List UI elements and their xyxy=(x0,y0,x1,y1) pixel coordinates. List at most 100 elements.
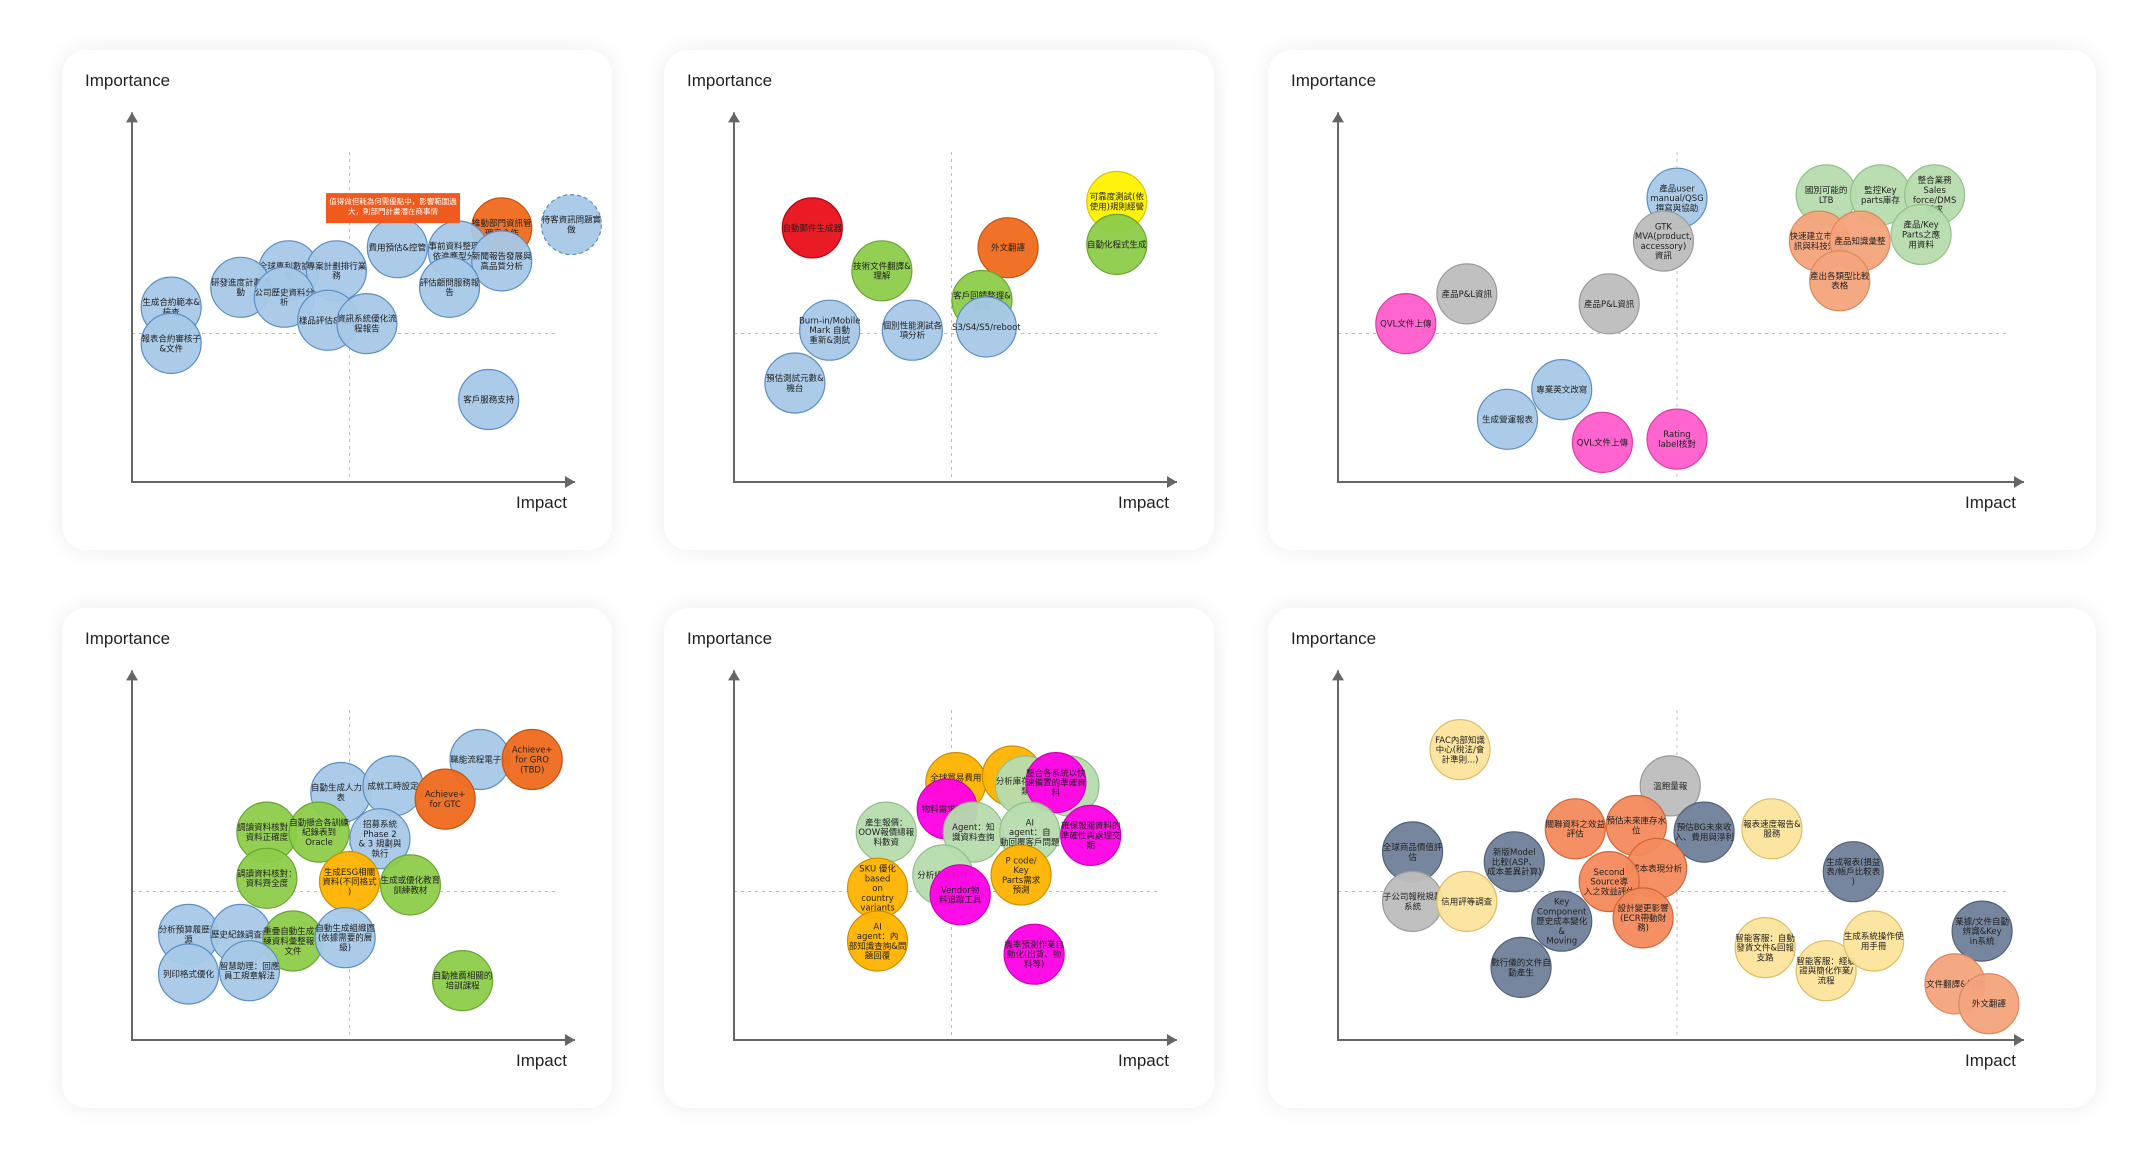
x-axis-arrow xyxy=(565,476,575,488)
bubble: Rating label核對 xyxy=(1646,408,1708,470)
bubble-circle xyxy=(1809,250,1871,312)
axes xyxy=(733,112,1177,483)
bubble: 預估測試元數&機台 xyxy=(764,352,826,414)
bubble-circle xyxy=(851,240,913,302)
bubble-circle xyxy=(1531,359,1593,421)
x-axis-arrow xyxy=(2014,476,2024,488)
bubble-circle xyxy=(1958,973,2020,1035)
bubble: 列印格式優化 xyxy=(157,943,220,1005)
y-axis-arrow xyxy=(126,670,138,681)
bubble: 報表合約審核子&文件 xyxy=(140,312,202,374)
bubble-label: 生成ESG相關資料(不同格式) xyxy=(322,867,377,898)
axes xyxy=(131,670,575,1041)
bubble-circle xyxy=(418,256,481,318)
bubble-label: 專業英文改寫 xyxy=(1536,385,1587,396)
bubble: QVL文件上傳 xyxy=(1571,411,1634,473)
bubble-circle xyxy=(1951,900,2013,962)
bubble-label: 產生報價： OOW報價總報料數資 xyxy=(858,817,914,848)
bubble-circle xyxy=(379,854,441,916)
bubble-label: 預估BG未來收入、費用與淨利 xyxy=(1674,822,1734,843)
bubble-label: GTK MVA(product, accessory)資訊 xyxy=(1635,222,1692,261)
x-axis-label: Impact xyxy=(1118,1051,1169,1070)
bubble-circle xyxy=(336,293,398,355)
bubble-label: 列印格式優化 xyxy=(163,969,215,980)
bubble-label: 客戶服務支持 xyxy=(463,394,515,405)
bubble-circle xyxy=(1086,213,1148,275)
bubble-circle xyxy=(471,230,533,292)
bubble-label: 產品知識彙整 xyxy=(1835,236,1887,247)
bubble: 全球商品價值評估 xyxy=(1381,821,1444,883)
bubble: Key Component 歷史成本變化& Moving xyxy=(1531,890,1593,952)
chart-panel-1: ImportanceImpact待客資訊問題實做推動部門資訊管理商合作費用預估&… xyxy=(62,50,612,550)
bubble: 費用預估&控管 xyxy=(366,217,428,279)
bubble-label: 生成合約範本&檢查 xyxy=(142,297,200,318)
bubble-label: 報表合約審核子&文件 xyxy=(141,333,201,354)
bubble: 技術文件翻譯&理解 xyxy=(851,240,913,302)
chart-panel-6: Importance Impact FAC內部知識中心(稅法/會計準則...) 溫飽量… xyxy=(1268,608,2096,1108)
bubble-label: 產出各類型比較表格 xyxy=(1810,271,1870,292)
bubble-label: 職能流程電子化 xyxy=(450,754,510,765)
bubble-label: 公司歷史資料分析 xyxy=(254,287,314,308)
bubble: 待客資訊問題實做 xyxy=(540,194,602,256)
bubble: 調讀資料核對：資料齊全度 xyxy=(236,847,298,909)
bubble-label: Agent：知識資料查詢 xyxy=(952,822,995,843)
bubble-circle xyxy=(414,768,476,830)
x-axis-arrow xyxy=(1167,476,1177,488)
bubble-circle xyxy=(955,296,1017,358)
bubble-label: 專案計劃排行業務 xyxy=(307,261,367,282)
bubble-label: 生成營運報表 xyxy=(1482,414,1534,425)
bubble: 產品P&L資訊 xyxy=(1578,273,1640,335)
bubble: P code/Key Parts需求預測 xyxy=(990,844,1052,906)
bubble: 產品P&L資訊 xyxy=(1436,263,1498,325)
bubble-circle xyxy=(540,194,602,256)
bubble-label: 分析預算履歷來源 xyxy=(159,924,219,945)
bubble: 資訊系統優化流程報告 xyxy=(336,293,398,355)
bubble-label: 智能客服：經驗證與簡化作業/流程 xyxy=(1796,956,1856,987)
bubble-label: 產品/Key Parts之應用資料 xyxy=(1902,220,1941,251)
bubble-circle xyxy=(1483,831,1545,893)
bubble-label: 成本表現分析 xyxy=(1631,863,1683,874)
bubble-label: 快速建立市場資訊與科技知識 xyxy=(1790,231,1850,252)
bubble-label: 智能客服：自動發貨文件&回報支路 xyxy=(1735,933,1795,964)
bubble-label: 個別性能測試各項分析 xyxy=(883,320,943,341)
bubble-label: 自動化程式生成 xyxy=(1087,239,1147,250)
y-axis-label: Importance xyxy=(1291,71,1376,90)
bubble-label: 研發進度計劃推動 xyxy=(211,277,271,298)
bubble: Achieve+ for GTC xyxy=(414,768,476,830)
y-axis-arrow xyxy=(126,112,138,123)
bubble-circle xyxy=(1490,936,1552,998)
bubble: 生成ESG相關資料(不同格式) xyxy=(318,851,381,913)
scatter-chart-3: Importance Impact 產品user manual/QSG 撰寫與協助 國別可… xyxy=(1291,71,2024,512)
bubble: Achieve+ for GRO (TBD) xyxy=(501,728,563,791)
y-axis-label: Importance xyxy=(687,71,772,90)
bubble-label: FAC內部知識中心(稅法/會計準則...) xyxy=(1435,735,1485,766)
scatter-chart-5: ImportanceImpact全球貿易費用LT分析庫存物料分類整合各系統以快速… xyxy=(687,629,1177,1070)
bubble-label: 預估未來庫存水位 xyxy=(1607,816,1667,837)
bubble-label: 國別可能的 LTB xyxy=(1805,185,1848,206)
bubble: 新版Model 比較(ASP、成本差異計算) xyxy=(1483,831,1545,893)
bubble: 數行儀的文件自動產生 xyxy=(1490,936,1552,998)
bubble-label: 生成或優化教育訓練教材 xyxy=(381,875,441,896)
bubble-label: 智慧助理：回應員工規章解法 xyxy=(220,961,280,982)
bubble: 信用評等調查 xyxy=(1436,870,1498,932)
bubble-label: 新版Model 比較(ASP、成本差異計算) xyxy=(1487,847,1541,878)
bubble-label: 監控Key parts庫存 xyxy=(1861,185,1900,206)
bubble-label: 溫飽量報 xyxy=(1653,781,1688,792)
bubble: 業據/文件自動辨識&Key in系統 xyxy=(1951,900,2013,962)
bubble-circle xyxy=(1639,755,1701,817)
scatter-chart-6: Importance Impact FAC內部知識中心(稅法/會計準則...) 溫飽量… xyxy=(1291,629,2024,1070)
x-axis-arrow xyxy=(2014,1034,2024,1046)
bubble-label: QVL文件上傳 xyxy=(1577,437,1629,448)
bubble-label: Burn-in/Mobile Mark 自動重新&測試 xyxy=(799,316,861,346)
bubble: 評估顧問服務報告 xyxy=(418,256,481,318)
chart-panel-3: Importance Impact 產品user manual/QSG 撰寫與協助 國別可… xyxy=(1268,50,2096,550)
bubble-label: 業據/文件自動辨識&Key in系統 xyxy=(1955,916,2009,947)
bubble-label: 關聯資料之效益評估 xyxy=(1546,819,1606,840)
x-axis-label: Impact xyxy=(516,493,567,512)
bubble: 設計變更影響(ECR帶動財務) xyxy=(1612,887,1674,949)
bubble-circle xyxy=(1003,923,1065,985)
bubble-label: 調讀資料核對：資料正確度 xyxy=(237,822,297,843)
x-axis-label: Impact xyxy=(1965,493,2016,512)
annotation-box xyxy=(326,193,460,224)
